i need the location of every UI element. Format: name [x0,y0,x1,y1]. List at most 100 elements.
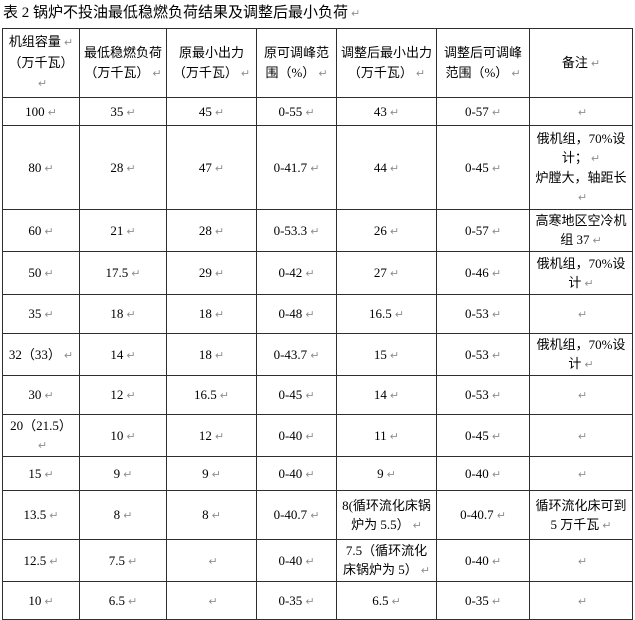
paragraph-mark: ↵ [63,348,74,362]
cell-text: 8 [202,507,209,522]
paragraph-mark: ↵ [123,509,133,522]
paragraph-mark: ↵ [240,66,251,80]
paragraph-mark: ↵ [123,467,133,481]
cell-paragraph: 8 ↵ [172,505,251,525]
column-header-min-stable-load: 最低稳燃负荷（万千瓦） ↵ [79,28,167,98]
cell-adj-peak-range: 0-53 ↵ [436,333,530,376]
paragraph-mark: ↵ [214,308,225,321]
cell-adj-min-output: 14 ↵ [336,375,437,415]
cell-orig-peak-range: 0-48 ↵ [256,294,337,334]
paragraph-mark: ↵ [351,7,361,20]
paragraph-mark: ↵ [305,429,315,443]
cell-text: 炉膛大，轴距长 [535,169,627,185]
paragraph-mark: ↵ [389,389,400,402]
paragraph-mark: ↵ [44,224,54,238]
cell-paragraph: 28 ↵ [172,221,251,241]
paragraph-mark: ↵ [511,66,521,80]
cell-min-stable-load: 10 ↵ [79,414,167,457]
cell-orig-min-output: 28 ↵ [166,209,257,252]
column-header-adj-peak-range: 调整后可调峰范围（%） ↵ [436,28,530,98]
cell-orig-peak-range: 0-42 ↵ [256,251,337,295]
cell-text: 0-35 [464,592,489,608]
cell-paragraph: 9 ↵ [85,464,161,484]
paragraph-mark: ↵ [305,467,315,481]
cell-unit-capacity: 60 ↵ [2,209,80,252]
cell-text: 44 [373,159,387,175]
cell-paragraph: 0-45 ↵ [442,426,524,446]
cell-text: 45 [198,103,212,119]
cell-paragraph: ↵ [172,551,251,571]
cell-text: 29 [198,265,212,280]
cell-paragraph: 0-40 ↵ [262,551,331,571]
cell-paragraph: 调整后可调峰范围（%） ↵ [441,43,525,84]
paragraph-mark: ↵ [214,348,225,362]
cell-paragraph: 15 ↵ [342,345,431,365]
cell-paragraph: 0-40 ↵ [262,426,331,446]
cell-remarks: 循环流化床可到 5 万千瓦 ↵ [529,490,633,540]
cell-unit-capacity: 32（33） ↵ [2,333,80,376]
cell-text: 原最小出力（万千瓦） [172,44,244,80]
paragraph-mark: ↵ [126,224,136,238]
cell-text: 60 [28,222,42,238]
paragraph-mark: ↵ [389,348,400,362]
paragraph-mark: ↵ [491,429,502,443]
cell-adj-min-output: 44 ↵ [336,125,437,210]
cell-paragraph: ↵ [535,464,627,484]
cell-text: 0-40 [278,465,303,481]
cell-remarks: ↵ [529,294,633,334]
cell-text: 21 [110,222,124,238]
cell-paragraph: 0-57 ↵ [442,102,524,122]
paragraph-mark: ↵ [211,467,221,481]
cell-orig-peak-range: 0-43.7 ↵ [256,333,337,376]
cell-text: 16.5 [369,306,392,321]
cell-text: 高寒地区空冷机组 37 [535,213,627,247]
cell-adj-peak-range: 0-40.7 ↵ [436,490,530,540]
cell-text: 原可调峰范围（%） [263,44,329,80]
paragraph-mark: ↵ [214,429,225,443]
paragraph-mark: ↵ [126,308,136,321]
cell-unit-capacity: 12.5 ↵ [2,539,80,582]
cell-text: 0-40 [464,552,489,568]
paragraph-mark: ↵ [305,267,315,280]
paragraph-mark: ↵ [394,308,404,321]
cell-text: 0-45 [464,427,489,443]
cell-text: 100 [25,103,45,119]
cell-remarks: 俄机组，70%设计 ↵ [529,333,633,376]
cell-orig-min-output: 18 ↵ [166,333,257,376]
table-row: 20（21.5）↵ 10 ↵ 12 ↵ 0-40 ↵ 11 ↵ 0-45 ↵ ↵ [2,414,633,457]
cell-paragraph: 0-57 ↵ [442,221,524,241]
paragraph-mark: ↵ [590,56,601,70]
boiler-min-load-table: 机组容量 ↵ （万千瓦）↵ 最低稳燃负荷（万千瓦） ↵ 原最小出力（万千瓦） ↵ 原可调峰范围… [2,28,633,620]
cell-orig-peak-range: 0-40 ↵ [256,539,337,582]
cell-paragraph: ↵ [535,385,627,405]
cell-adj-peak-range: 0-45 ↵ [436,414,530,457]
paragraph-mark: ↵ [590,151,601,165]
cell-text: 12.5 [23,552,47,568]
cell-paragraph: 7.5（循环流化床锅炉为 5） ↵ [342,541,431,580]
cell-text: 18 [198,306,212,321]
cell-orig-min-output: 45 ↵ [166,97,257,126]
cell-text: 30 [28,387,42,402]
paragraph-mark: ↵ [208,554,218,568]
paragraph-mark: ↵ [305,105,315,119]
paragraph-mark: ↵ [63,36,74,49]
paragraph-mark: ↵ [126,105,136,119]
cell-unit-capacity: 100 ↵ [2,97,80,126]
cell-paragraph: 30 ↵ [8,385,74,405]
paragraph-mark: ↵ [44,161,54,175]
cell-paragraph: 15 ↵ [8,464,74,484]
paragraph-mark: ↵ [389,105,400,119]
cell-paragraph: 14 ↵ [85,345,161,365]
cell-paragraph: 备注 ↵ [534,53,628,74]
cell-text: 8 [113,507,121,522]
cell-text: 35 [28,306,42,321]
paragraph-mark: ↵ [219,389,229,402]
cell-text: 16.5 [194,387,217,402]
cell-text: 0-35 [278,592,303,608]
cell-paragraph: 原最小出力（万千瓦） ↵ [171,43,252,84]
column-header-unit-capacity: 机组容量 ↵ （万千瓦）↵ [2,28,80,98]
cell-text: 0-40.7 [460,507,494,522]
paragraph-mark: ↵ [491,467,502,481]
cell-text: 14 [110,346,124,362]
cell-text: 8(循环流化床锅炉为 5.5） [342,497,431,532]
